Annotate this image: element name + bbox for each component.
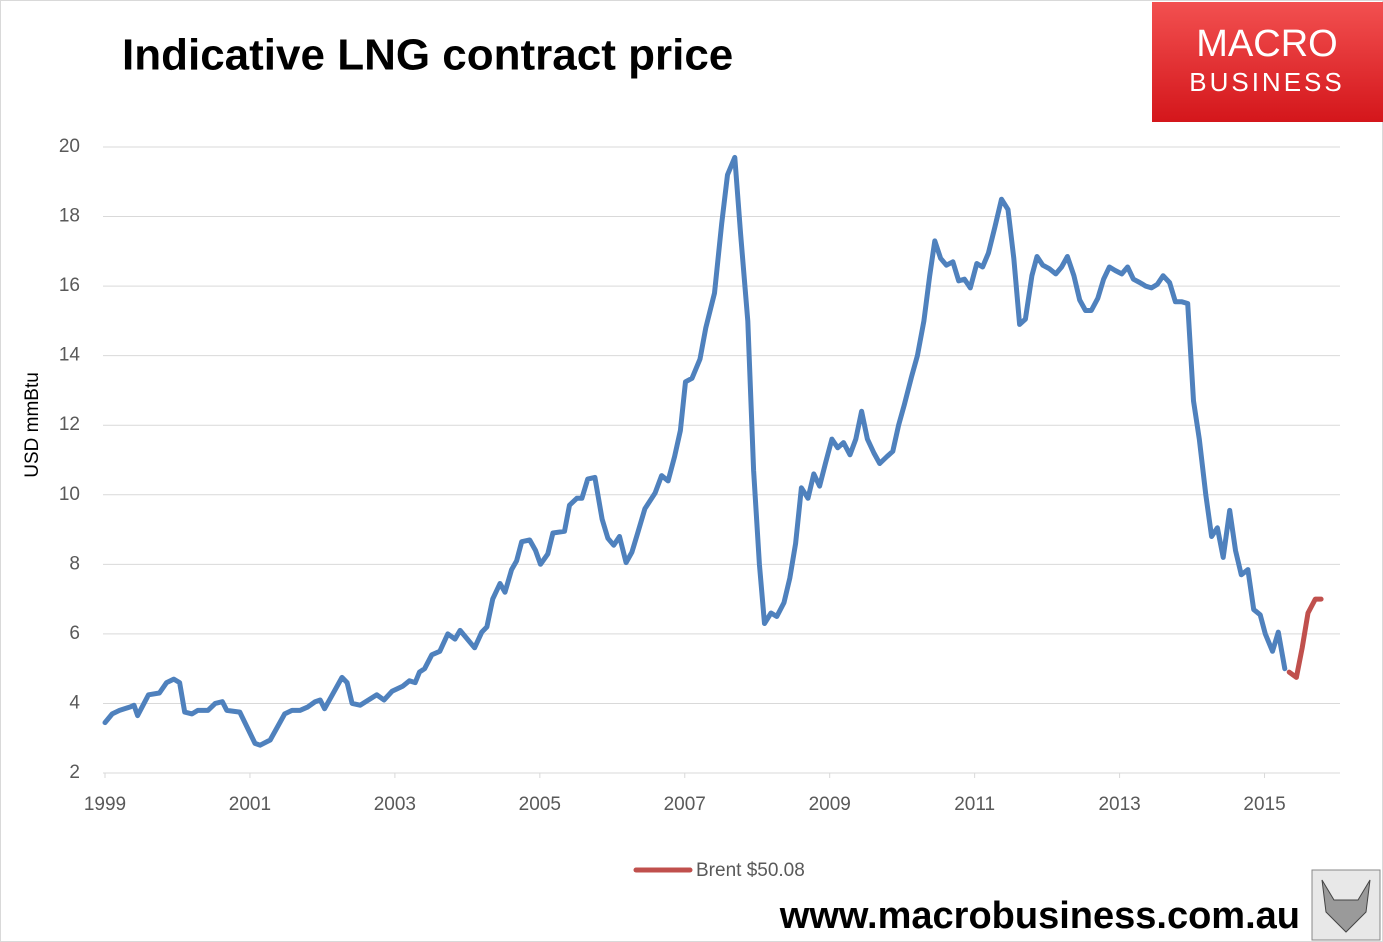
- x-tick-label: 2003: [374, 794, 416, 815]
- legend-label: Brent $50.08: [696, 860, 805, 881]
- plot-area: 2 4 6 8 10 12 14 16 18 20 1999 2001 2003 2005 2007 2009…: [59, 136, 1340, 881]
- x-tick-label: 2015: [1243, 794, 1285, 815]
- footer: www.macrobusiness.com.au: [779, 895, 1300, 937]
- y-tick-label: 4: [69, 692, 80, 713]
- data-line: [102, 154, 1288, 748]
- logo-text: MACRO: [1196, 23, 1337, 65]
- x-tick-label: 1999: [84, 794, 126, 815]
- logo-box: [1152, 2, 1383, 122]
- y-tick-label: 14: [59, 345, 81, 366]
- y-tick-label: 20: [59, 136, 80, 157]
- chart-title: Indicative LNG contract price: [122, 31, 733, 80]
- fox-icon: [1311, 869, 1381, 941]
- logo-text: BUSINESS: [1189, 67, 1345, 97]
- y-tick-label: 8: [69, 553, 80, 574]
- y-tick-label: 6: [69, 623, 80, 644]
- y-tick-label: 2: [69, 762, 80, 783]
- x-tick-label: 2007: [664, 794, 706, 815]
- x-tick-label: 2001: [229, 794, 271, 815]
- x-tick-label: 2005: [519, 794, 561, 815]
- data-line: [1286, 596, 1324, 680]
- x-tick-label: 2009: [809, 794, 851, 815]
- x-tick-label: 2013: [1098, 794, 1140, 815]
- y-axis-label: USD mmBtu: [22, 372, 43, 478]
- y-tick-label: 12: [59, 414, 80, 435]
- x-tick-label: 2011: [954, 794, 995, 815]
- y-tick-label: 16: [59, 275, 80, 296]
- y-tick-label: 18: [59, 206, 80, 227]
- y-tick-label: 10: [59, 484, 80, 505]
